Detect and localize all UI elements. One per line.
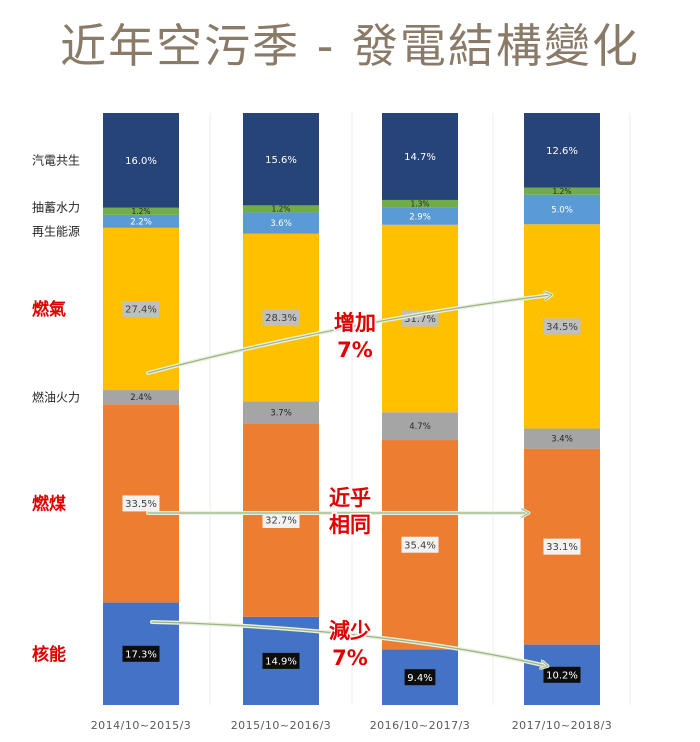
bar-segment-series-2	[103, 390, 179, 405]
data-label: 16.0%	[125, 156, 157, 167]
data-label: 2.2%	[130, 217, 152, 227]
nuclear-trend-arrow	[151, 621, 547, 666]
x-tick-label: 2015/10~2016/3	[231, 719, 332, 732]
data-label: 17.3%	[125, 649, 157, 660]
data-label: 31.7%	[404, 314, 436, 325]
bars-layer: 17.3%33.5%2.4%27.4%2.2%1.2%16.0%14.9%32.…	[103, 113, 600, 705]
x-tick-label: 2014/10~2015/3	[91, 719, 192, 732]
x-tick-label: 2017/10~2018/3	[512, 719, 613, 732]
data-label: 4.7%	[409, 422, 431, 432]
data-label: 5.0%	[551, 206, 573, 216]
bar-segment-series-4	[524, 194, 600, 225]
data-label: 3.4%	[551, 435, 573, 445]
bar-segment-series-4	[243, 212, 319, 234]
chart-title: 近年空污季 - 發電結構變化	[60, 19, 640, 73]
legend: 核能 燃煤 燃油火力 燃氣 再生能源 抽蓄水力 汽電共生	[32, 153, 80, 665]
data-label: 14.7%	[404, 152, 436, 163]
bar-segment-series-2	[382, 412, 458, 441]
data-label: 9.4%	[407, 673, 432, 684]
data-label: 35.4%	[404, 540, 436, 551]
bar-segment-series-2	[524, 428, 600, 449]
legend-label-series-0: 核能	[32, 644, 66, 665]
data-label-box	[122, 300, 160, 317]
data-label: 34.5%	[546, 322, 578, 333]
annotation-arrows	[146, 295, 551, 666]
legend-label-series-4: 再生能源	[32, 225, 80, 239]
data-label: 32.7%	[265, 516, 297, 527]
data-label: 2.9%	[409, 212, 431, 222]
bar-segment-series-5	[103, 207, 179, 215]
annotation-nuclear-line: 7%	[332, 646, 368, 670]
data-label: 33.1%	[546, 542, 578, 553]
legend-label-series-2: 燃油火力	[32, 389, 80, 404]
bar-segment-series-5	[243, 205, 319, 213]
bar-segment-series-6	[103, 113, 179, 208]
data-label: 3.6%	[270, 219, 292, 229]
data-label: 10.2%	[546, 670, 578, 681]
x-tick-label: 2016/10~2017/3	[370, 719, 471, 732]
data-label-box	[262, 512, 300, 528]
bar-segment-series-6	[243, 113, 319, 206]
data-label-box	[404, 669, 436, 686]
data-label: 1.2%	[552, 187, 571, 196]
data-label: 33.5%	[125, 499, 157, 510]
data-label: 1.2%	[131, 207, 150, 216]
bar-segment-series-5	[382, 199, 458, 208]
data-label-box	[401, 536, 439, 553]
bar-segment-series-4	[103, 214, 179, 228]
data-label: 14.9%	[265, 656, 297, 667]
legend-label-series-3: 燃氣	[32, 299, 66, 320]
data-label-box	[262, 309, 300, 326]
bar-segment-series-6	[382, 113, 458, 200]
bar-segment-series-5	[524, 187, 600, 195]
data-label: 28.3%	[265, 313, 297, 324]
data-label: 27.4%	[125, 305, 157, 316]
data-label: 1.2%	[271, 205, 290, 214]
bar-segment-series-2	[243, 401, 319, 424]
annotation-nuclear-line: 減少	[329, 619, 371, 643]
legend-label-series-6: 汽電共生	[32, 153, 80, 168]
annotation-gas-line: 7%	[337, 338, 373, 362]
data-label: 2.4%	[130, 393, 152, 403]
legend-label-series-5: 抽蓄水力	[32, 201, 80, 215]
data-label: 3.7%	[270, 408, 292, 418]
legend-label-series-1: 燃煤	[32, 494, 66, 515]
bar-segment-series-6	[524, 113, 600, 188]
vertical-gridlines	[209, 113, 631, 705]
data-label-box	[122, 645, 160, 662]
data-label-box	[543, 666, 581, 683]
data-label: 15.6%	[265, 155, 297, 166]
annotation-gas-line: 增加	[334, 311, 376, 335]
data-label: 1.3%	[410, 199, 429, 208]
annotation-coal-line: 相同	[329, 513, 371, 537]
data-label-box	[543, 538, 581, 555]
data-label-box	[262, 652, 300, 669]
x-axis-labels: 2014/10~2015/3 2015/10~2016/3 2016/10~2017…	[91, 719, 613, 732]
annotation-coal-line: 近乎	[329, 486, 371, 510]
data-label-box	[122, 495, 160, 512]
bar-segment-series-4	[382, 207, 458, 225]
data-label-box	[543, 318, 581, 335]
data-label: 12.6%	[546, 146, 578, 157]
gas-trend-arrow	[147, 295, 551, 374]
